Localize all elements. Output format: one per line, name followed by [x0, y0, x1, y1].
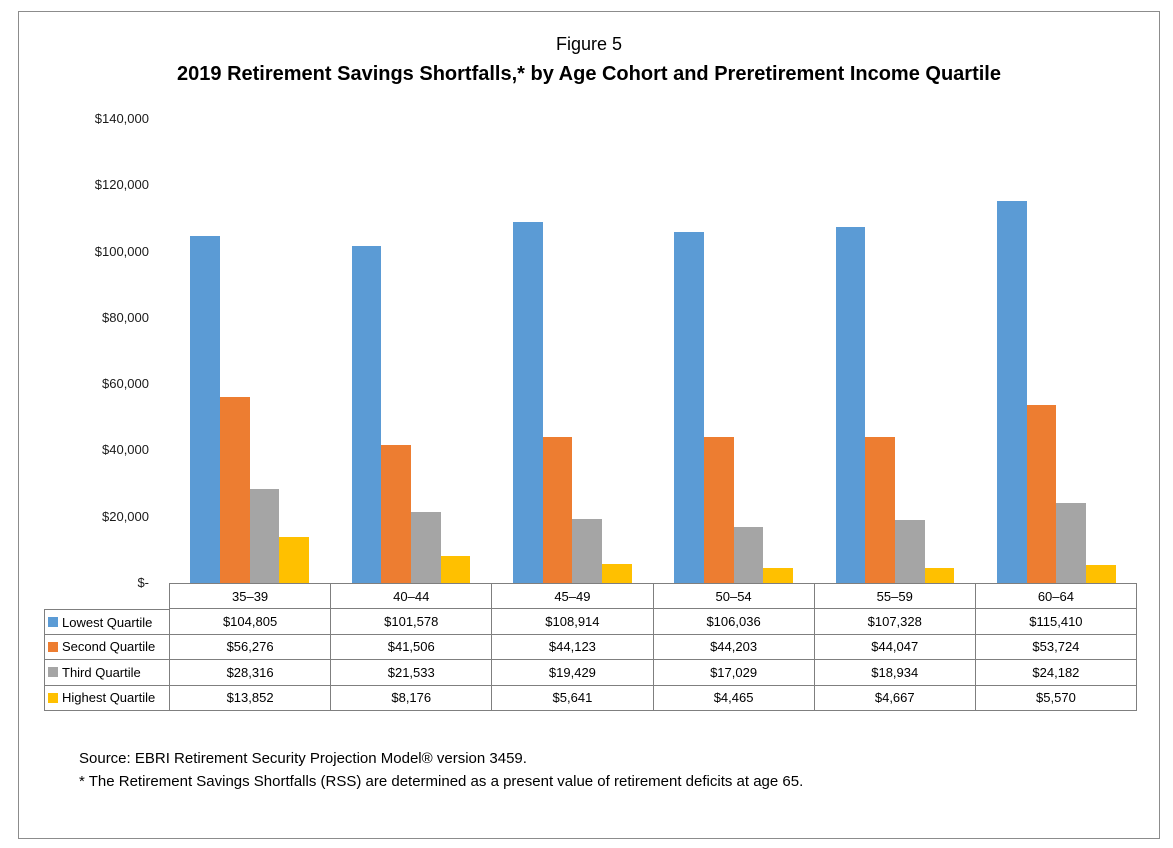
bar-lowest-quartile: [997, 200, 1027, 583]
source-note: Source: EBRI Retirement Security Project…: [79, 747, 1099, 793]
bar-second-quartile: [381, 445, 411, 583]
table-value-cell: $115,410: [975, 609, 1137, 635]
bar-lowest-quartile: [674, 231, 704, 583]
category-slot-55-59: [814, 119, 975, 583]
bar-second-quartile: [865, 437, 895, 583]
source-line: Source: EBRI Retirement Security Project…: [79, 749, 527, 767]
bar-highest-quartile: [924, 567, 955, 583]
y-tick-label: $40,000: [102, 442, 149, 458]
y-tick-label: $120,000: [94, 177, 149, 193]
bar-second-quartile: [220, 396, 250, 583]
bar-group-50-54: [674, 231, 793, 583]
bar-third-quartile: [410, 511, 441, 583]
y-tick-label: $-: [137, 575, 149, 590]
figure-label: Figure 5: [555, 34, 623, 54]
category-header-cell: 35–39: [170, 584, 332, 610]
bar-second-quartile: [542, 436, 573, 583]
legend-label: Highest Quartile: [62, 690, 156, 706]
legend-label: Third Quartile: [62, 664, 141, 680]
table-value-cell: $28,316: [170, 660, 332, 686]
bar-chart: $140,000 $120,000 $100,000 $80,000 $60,000 $4…: [44, 111, 1137, 711]
chart-title: 2019 Retirement Savings Shortfalls,* by …: [177, 63, 1001, 85]
legend-header-spacer: [44, 584, 169, 609]
table-value-cell: $44,123: [492, 634, 654, 661]
category-header-cell: 60–64: [975, 584, 1137, 610]
table-value-cell: $8,176: [331, 685, 493, 711]
table-value-cell: $5,641: [492, 685, 654, 711]
footnote-line: * The Retirement Savings Shortfalls (RSS…: [79, 772, 804, 790]
y-tick-label: $80,000: [102, 309, 149, 325]
category-header-cell: 45–49: [492, 584, 654, 610]
table-value-cell: $106,036: [653, 609, 815, 635]
y-tick-label: $100,000: [94, 243, 149, 259]
table-value-cell: $104,805: [170, 609, 332, 635]
bar-highest-quartile: [279, 537, 309, 583]
bar-third-quartile: [1056, 502, 1086, 583]
bar-group-35-39: [190, 235, 309, 583]
bar-group-45-49: [513, 222, 632, 583]
table-value-cell: $21,533: [331, 660, 493, 686]
bar-lowest-quartile: [513, 222, 543, 583]
bar-lowest-quartile: [190, 235, 221, 583]
y-tick-label: $20,000: [102, 508, 149, 524]
bar-second-quartile: [1026, 404, 1057, 583]
bar-third-quartile: [249, 489, 280, 583]
table-value-cell: $107,328: [814, 609, 976, 635]
bar-third-quartile: [572, 518, 602, 583]
plot-area: [169, 119, 1137, 583]
table-value-cell: $101,578: [331, 609, 493, 635]
category-header-cell: 40–44: [331, 584, 493, 610]
table-value-cell: $53,724: [975, 634, 1137, 661]
table-value-cell: $4,465: [653, 685, 815, 711]
bar-highest-quartile: [1085, 564, 1116, 583]
bar-group-40-44: [351, 246, 471, 583]
table-value-cell: $5,570: [975, 685, 1137, 711]
category-header-cell: 55–59: [814, 584, 976, 610]
bar-lowest-quartile: [835, 227, 866, 583]
table-value-cell: $44,047: [814, 634, 976, 661]
legend-swatch-lowest-quartile: [48, 617, 58, 628]
bar-third-quartile: [894, 520, 925, 583]
bar-group-60-64: [997, 200, 1116, 583]
table-value-cell: $41,506: [331, 634, 493, 661]
legend-swatch-highest-quartile: [48, 692, 58, 703]
bar-highest-quartile: [763, 568, 793, 583]
category-slot-40-44: [330, 119, 491, 583]
legend-item: Lowest Quartile: [44, 609, 169, 635]
table-value-cell: $4,667: [814, 685, 976, 711]
bar-highest-quartile: [601, 564, 632, 583]
category-slot-60-64: [976, 119, 1137, 583]
bar-group-55-59: [835, 227, 955, 583]
table-value-cell: $13,852: [170, 685, 332, 711]
legend-item: Highest Quartile: [44, 685, 169, 711]
bar-lowest-quartile: [351, 246, 382, 583]
legend-column: Lowest Quartile Second Quartile Third Quar…: [44, 584, 169, 711]
category-header-cell: 50–54: [653, 584, 815, 610]
category-slot-35-39: [169, 119, 330, 583]
y-axis: $140,000 $120,000 $100,000 $80,000 $60,000 $4…: [44, 111, 169, 590]
legend-swatch-second-quartile: [48, 641, 58, 652]
bar-third-quartile: [733, 526, 764, 583]
table-value-cell: $19,429: [492, 660, 654, 686]
legend-item: Second Quartile: [44, 634, 169, 661]
y-tick-label: $140,000: [94, 111, 149, 126]
category-slot-50-54: [653, 119, 814, 583]
legend-item: Third Quartile: [44, 660, 169, 686]
legend-label: Second Quartile: [62, 639, 156, 655]
bar-second-quartile: [704, 436, 734, 583]
table-value-cell: $18,934: [814, 660, 976, 686]
table-value-cell: $56,276: [170, 634, 332, 661]
legend-label: Lowest Quartile: [62, 614, 153, 630]
bar-highest-quartile: [440, 555, 471, 583]
category-slot-45-49: [492, 119, 653, 583]
y-tick-label: $60,000: [102, 376, 149, 392]
table-value-cell: $44,203: [653, 634, 815, 661]
table-value-cell: $17,029: [653, 660, 815, 686]
legend-swatch-third-quartile: [48, 667, 58, 678]
table-value-cell: $24,182: [975, 660, 1137, 686]
figure-frame: Figure 5 2019 Retirement Savings Shortfa…: [18, 11, 1160, 839]
table-value-cell: $108,914: [492, 609, 654, 635]
data-table: 35–39 40–44 45–49 50–54 55–59 60–64 $104,805 $1…: [169, 583, 1137, 711]
